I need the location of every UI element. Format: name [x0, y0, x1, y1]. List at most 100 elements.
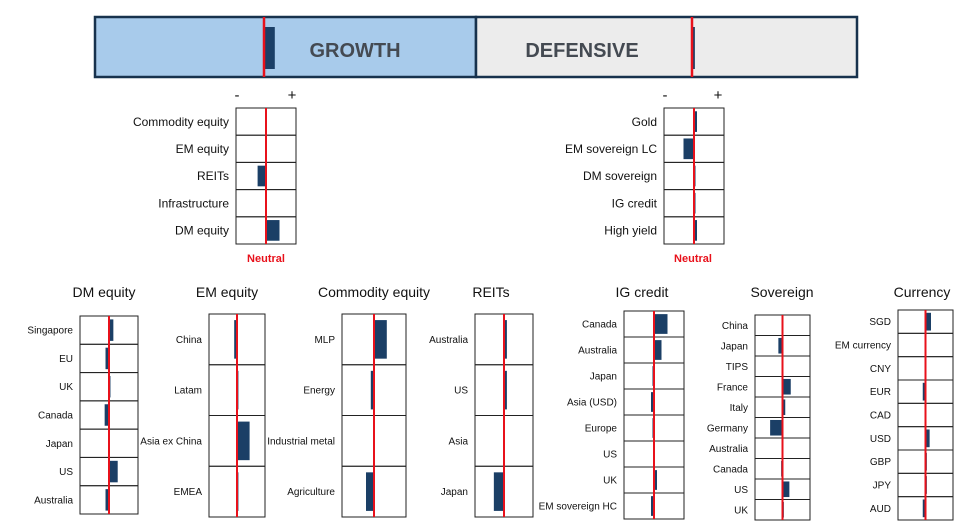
- category-label: China: [176, 335, 203, 346]
- category-label: Japan: [590, 372, 617, 383]
- panel-title: REITs: [472, 284, 509, 300]
- category-label: UK: [603, 476, 617, 487]
- panel-title: EM equity: [196, 284, 258, 300]
- category-label: Australia: [709, 444, 748, 455]
- category-label: REITs: [197, 169, 229, 183]
- category-label: China: [722, 321, 749, 332]
- commodity-equity-panel: Commodity equity MLP Energy Industrial meta…: [267, 284, 430, 518]
- panel-title: IG credit: [616, 284, 669, 300]
- category-label: US: [734, 485, 748, 496]
- bar: [266, 220, 280, 241]
- bar: [654, 470, 657, 490]
- category-label: US: [603, 450, 617, 461]
- category-label: Energy: [303, 386, 335, 397]
- bar: [654, 314, 668, 334]
- panel-title: Sovereign: [750, 284, 813, 300]
- bar: [374, 320, 387, 359]
- category-label: MLP: [314, 335, 335, 346]
- bar: [654, 340, 662, 360]
- category-label: High yield: [604, 224, 657, 238]
- bar: [694, 111, 697, 132]
- bar: [370, 370, 374, 410]
- bar: [922, 382, 926, 401]
- bar: [237, 421, 250, 461]
- category-label: EM currency: [835, 341, 891, 352]
- category-label: Asia (USD): [567, 398, 617, 409]
- category-label: UK: [59, 382, 73, 393]
- category-label: CNY: [870, 364, 891, 375]
- category-label: Japan: [46, 439, 73, 450]
- category-label: Japan: [721, 341, 748, 352]
- bar: [925, 312, 931, 331]
- bar: [651, 392, 654, 412]
- defensive-assets-panel: Gold EM sovereign LC DM sovereign IG credit…: [565, 107, 725, 245]
- ig-credit-panel: IG credit Canada Australia Japan Asia (USD) E…: [539, 284, 685, 520]
- em-equity-panel: EM equity China Latam Asia ex China EMEA: [140, 284, 266, 518]
- category-label: GBP: [870, 457, 891, 468]
- category-label: EM equity: [176, 142, 229, 156]
- category-label: France: [717, 382, 749, 393]
- category-label: SGD: [869, 317, 891, 328]
- bar: [257, 165, 266, 187]
- category-label: USD: [870, 434, 891, 445]
- growth-tilt-bar: [264, 27, 275, 69]
- defensive-minus-sign: -: [663, 87, 668, 104]
- bar: [922, 499, 926, 518]
- defensive-tilt-bar: [692, 27, 695, 69]
- category-label: Infrastructure: [158, 196, 229, 210]
- category-label: IG credit: [612, 196, 658, 210]
- category-label: Canada: [582, 320, 617, 331]
- reits-panel: REITs Australia US Asia Japan: [429, 284, 534, 518]
- bar: [782, 399, 786, 416]
- category-label: Commodity equity: [133, 115, 229, 129]
- category-label: Asia ex China: [140, 436, 202, 447]
- category-label: EUR: [870, 387, 891, 398]
- category-label: Canada: [713, 464, 748, 475]
- category-label: Germany: [707, 423, 748, 434]
- growth-defensive-banner: GROWTH DEFENSIVE: [93, 15, 859, 79]
- bar: [109, 460, 118, 483]
- dm-equity-panel: DM equity Singapore EU UK Canada Japan US Austr…: [27, 284, 139, 515]
- category-label: AUD: [870, 504, 891, 515]
- bar: [104, 404, 109, 426]
- bar: [493, 472, 504, 511]
- bar: [366, 472, 374, 511]
- growth-label: GROWTH: [309, 40, 400, 62]
- defensive-neutral-label: Neutral: [674, 253, 712, 265]
- bar: [782, 481, 790, 498]
- category-label: EMEA: [174, 487, 203, 498]
- defensive-panel: [474, 15, 859, 79]
- category-label: EU: [59, 354, 73, 365]
- bar: [105, 347, 109, 370]
- category-label: DM equity: [175, 224, 229, 238]
- category-label: Canada: [38, 411, 73, 422]
- bar: [925, 429, 930, 448]
- category-label: US: [59, 467, 73, 478]
- category-label: EM sovereign HC: [539, 502, 617, 513]
- category-label: Italy: [730, 403, 748, 414]
- defensive-label: DEFENSIVE: [525, 40, 638, 62]
- category-label: DM sovereign: [583, 169, 657, 183]
- category-label: US: [454, 386, 468, 397]
- bar: [504, 370, 507, 410]
- bar: [651, 496, 654, 516]
- sovereign-panel: Sovereign China Japan TIPS France Italy German…: [707, 284, 814, 521]
- bar: [234, 320, 237, 359]
- panel-title: Currency: [894, 284, 951, 300]
- category-label: Japan: [441, 487, 468, 498]
- bar: [778, 337, 783, 354]
- panel-title: Commodity equity: [318, 284, 430, 300]
- category-label: TIPS: [726, 362, 749, 373]
- category-label: Europe: [585, 424, 618, 435]
- growth-minus-sign: -: [235, 87, 240, 104]
- category-label: Latam: [174, 386, 202, 397]
- category-label: Asia: [449, 436, 469, 447]
- bar: [683, 138, 694, 160]
- panel-title: DM equity: [72, 284, 135, 300]
- defensive-plus-sign: +: [714, 87, 723, 104]
- growth-plus-sign: +: [288, 87, 297, 104]
- bar: [694, 220, 697, 241]
- category-label: CAD: [870, 411, 891, 422]
- category-label: Gold: [632, 115, 657, 129]
